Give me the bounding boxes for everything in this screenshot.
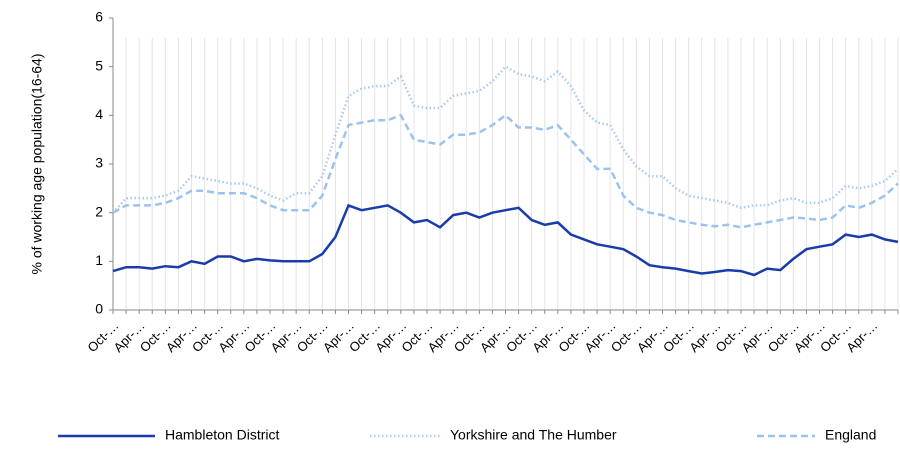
y-tick-label: 6 (95, 9, 103, 25)
series-line (112, 113, 899, 229)
y-tick-label: 4 (95, 106, 103, 122)
y-tick-label: 5 (95, 57, 103, 73)
series-line (112, 203, 899, 277)
y-tick-label: 2 (95, 203, 103, 219)
y-tick-label: 1 (95, 252, 103, 268)
y-tick-label: 3 (95, 155, 103, 171)
legend-label: Hambleton District (165, 427, 279, 443)
y-axis-label: % of working age population(16-64) (29, 53, 45, 274)
legend-label: England (825, 427, 876, 443)
y-tick-label: 0 (95, 301, 103, 317)
legend-label: Yorkshire and The Humber (450, 427, 617, 443)
